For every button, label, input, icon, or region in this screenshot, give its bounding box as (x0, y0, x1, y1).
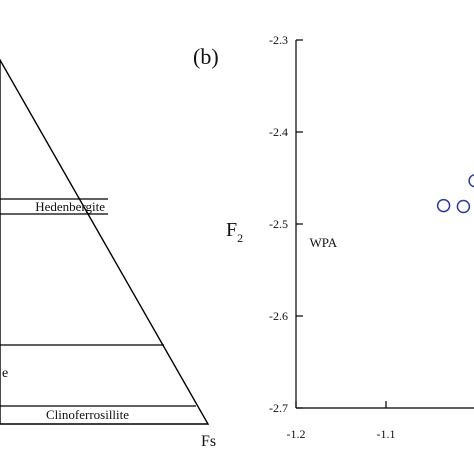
y-axis-label-main: F (226, 219, 237, 241)
panel-label: (b) (193, 44, 219, 69)
panel-a: Hedenbergite e Clinoferrosillite Fs (0, 58, 216, 450)
data-points (436, 174, 474, 214)
field-label-hedenbergite: Hedenbergite (35, 199, 105, 214)
y-tick-label: -2.4 (269, 125, 288, 139)
corner-label-fs: Fs (201, 433, 216, 450)
annotations: WPA (310, 235, 338, 250)
y-axis-label: F2 (226, 219, 243, 245)
y-ticks: -2.3 -2.4 -2.5 -2.6 -2.7 (269, 33, 303, 415)
y-tick-label: -2.7 (269, 401, 288, 415)
triangle-outline (0, 58, 210, 425)
data-point (468, 174, 474, 188)
data-point (436, 198, 451, 213)
x-ticks: -1.2 -1.1 (287, 401, 396, 441)
x-tick-label: -1.2 (287, 427, 306, 441)
field-label-cropped: e (2, 366, 8, 381)
y-tick-label: -2.5 (269, 217, 288, 231)
data-point (456, 199, 471, 214)
annotation-label: WPA (310, 235, 338, 250)
field-label-clinoferrosillite: Clinoferrosillite (46, 407, 129, 422)
panel-b: (b) F2 -2.3 -2.4 -2.5 -2.6 -2.7 -1.2 -1.1 WPA (193, 33, 474, 441)
y-tick-label: -2.6 (269, 309, 288, 323)
x-tick-label: -1.1 (377, 427, 396, 441)
y-axis-label-subscript: 2 (237, 231, 243, 245)
y-tick-label: -2.3 (269, 33, 288, 47)
